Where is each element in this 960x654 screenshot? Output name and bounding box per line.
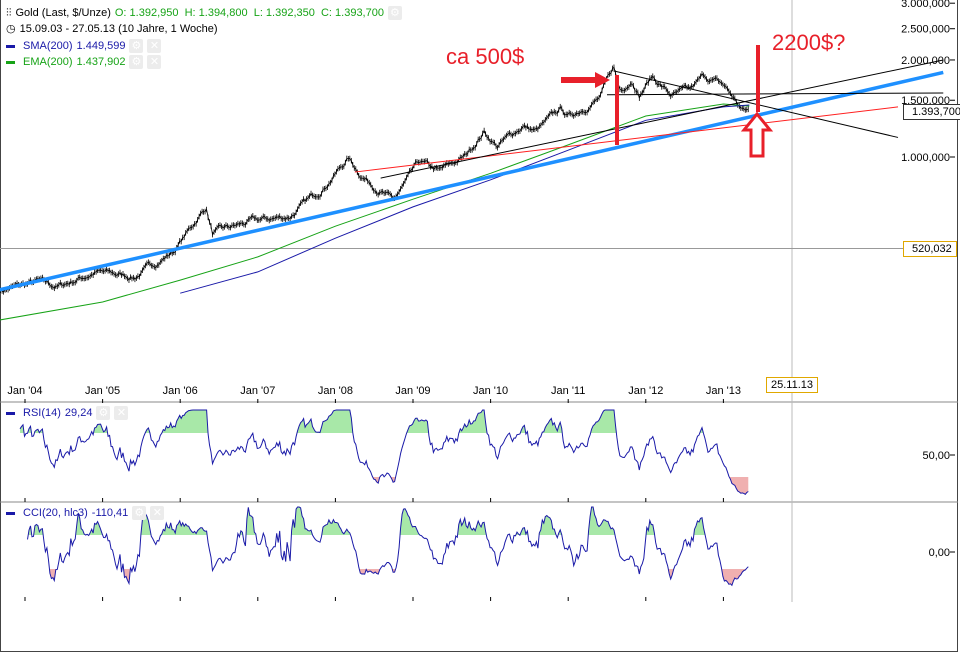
annotation-right-text: 2200$? <box>772 30 846 55</box>
legend-rsi: RSI(14) 29,24 ⚙ ✕ <box>6 405 129 421</box>
annotation-left-text: ca 500$ <box>446 44 525 69</box>
x-tick-label: Jan '09 <box>395 385 430 397</box>
close-icon[interactable]: ✕ <box>114 406 129 420</box>
rsi-swatch <box>6 411 15 415</box>
arrow-right-icon <box>561 72 610 88</box>
ema-swatch <box>6 60 15 64</box>
cci-overbought-fill <box>27 507 749 535</box>
ema200-line <box>0 103 750 321</box>
ohlc-values: O: 1.392,950 H: 1.394,800 L: 1.392,350 C… <box>114 7 384 19</box>
trendline-black <box>380 59 944 179</box>
legend-period: ◷ 15.09.03 - 27.05.13 (10 Jahre, 1 Woche… <box>6 21 218 37</box>
cci-line <box>27 506 749 587</box>
x-tick-label: Jan '07 <box>240 385 275 397</box>
trendline-blue <box>0 70 944 292</box>
x-tick-label: Jan '06 <box>163 385 198 397</box>
legend-ema: EMA(200) 1.437,902 ⚙ ✕ <box>6 54 162 70</box>
x-tick-label: Jan '12 <box>628 385 663 397</box>
sma-value: 1.449,599 <box>76 40 126 52</box>
close-icon[interactable]: ✕ <box>150 506 165 520</box>
rsi-oversold-fill <box>20 477 749 495</box>
settings-icon[interactable]: ⚙ <box>387 6 402 20</box>
cci-tick-label: 0,00 <box>929 547 950 559</box>
chart-settings-icon[interactable]: ⫶⫶ <box>6 7 12 19</box>
settings-icon[interactable]: ⚙ <box>129 55 144 69</box>
rsi-label: RSI(14) <box>23 407 61 419</box>
clock-icon: ◷ <box>6 23 16 35</box>
sma-label: SMA(200) <box>23 40 73 52</box>
x-tick-label: Jan '05 <box>85 385 120 397</box>
instrument-label: Gold (Last, $/Unze) <box>15 7 111 19</box>
period-label: 15.09.03 - 27.05.13 (10 Jahre, 1 Woche) <box>19 23 218 35</box>
ema-value: 1.437,902 <box>76 56 126 68</box>
annotation-bar <box>615 75 619 145</box>
trendline-black <box>613 70 899 138</box>
arrow-up-icon <box>740 111 774 158</box>
y-tick-label: 1.000,000 <box>901 152 950 164</box>
sma-swatch <box>6 44 15 48</box>
crosshair-price-label: 520,032 <box>903 241 957 257</box>
legend-price: ⫶⫶ Gold (Last, $/Unze) O: 1.392,950 H: 1… <box>6 5 402 21</box>
legend-sma: SMA(200) 1.449,599 ⚙ ✕ <box>6 38 162 54</box>
y-tick-label: 2.000,000 <box>901 55 950 67</box>
legend-cci: CCI(20, hlc3) -110,41 ⚙ ✕ <box>6 505 165 521</box>
trendline-red <box>354 106 899 173</box>
settings-icon[interactable]: ⚙ <box>132 506 147 520</box>
trendline-black <box>606 92 944 96</box>
rsi-line <box>19 409 749 495</box>
close-icon[interactable]: ✕ <box>147 55 162 69</box>
x-tick-label: Jan '08 <box>318 385 353 397</box>
y-tick-label: 2.500,000 <box>901 24 950 36</box>
x-tick-label: Jan '11 <box>551 385 585 397</box>
ema-label: EMA(200) <box>23 56 73 68</box>
cci-label: CCI(20, hlc3) <box>23 507 88 519</box>
x-tick-label: Jan '10 <box>473 385 508 397</box>
y-tick-label: 3.000,000 <box>901 0 950 10</box>
rsi-value: 29,24 <box>64 407 93 419</box>
annotation-bar <box>756 45 760 112</box>
crosshair-date-label: 25.11.13 <box>766 377 819 393</box>
settings-icon[interactable]: ⚙ <box>96 406 111 420</box>
cci-swatch <box>6 511 15 515</box>
price-line <box>0 66 749 293</box>
x-tick-label: Jan '13 <box>706 385 741 397</box>
cci-value: -110,41 <box>91 507 129 519</box>
settings-icon[interactable]: ⚙ <box>129 39 144 53</box>
x-tick-label: Jan '04 <box>7 385 42 397</box>
close-icon[interactable]: ✕ <box>147 39 162 53</box>
rsi-tick-label: 50,00 <box>922 450 950 462</box>
last-price-label: 1.393,700 <box>903 104 960 120</box>
rsi-overbought-fill <box>20 410 749 433</box>
sma200-line <box>180 104 750 294</box>
